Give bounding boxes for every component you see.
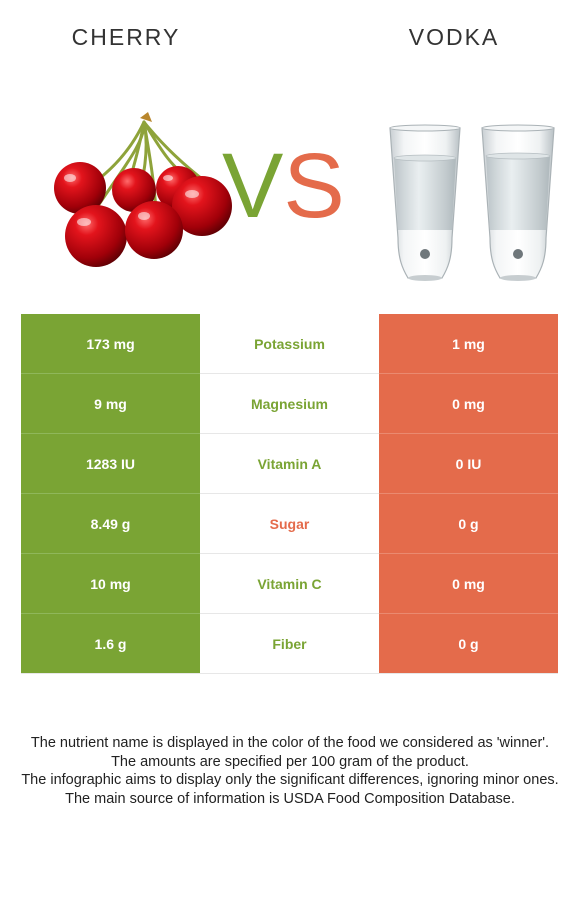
comparison-table: 173 mg Potassium 1 mg 9 mg Magnesium 0 m…: [21, 314, 558, 674]
nutrient-name: Vitamin A: [200, 434, 379, 494]
row-magnesium: 9 mg Magnesium 0 mg: [21, 374, 558, 434]
shot-glass-left: [389, 124, 461, 281]
left-value: 1283 IU: [21, 434, 200, 494]
row-potassium: 173 mg Potassium 1 mg: [21, 314, 558, 374]
right-value: 1 mg: [379, 314, 558, 374]
vs-letter-v: V: [222, 135, 284, 237]
nutrient-name: Sugar: [200, 494, 379, 554]
row-vitamin-a: 1283 IU Vitamin A 0 IU: [21, 434, 558, 494]
vodka-shot-glasses-image: [389, 124, 555, 281]
left-value: 10 mg: [21, 554, 200, 614]
right-value: 0 mg: [379, 554, 558, 614]
row-sugar: 8.49 g Sugar 0 g: [21, 494, 558, 554]
nutrient-name: Potassium: [200, 314, 379, 374]
row-vitamin-c: 10 mg Vitamin C 0 mg: [21, 554, 558, 614]
vs-mark: VS: [222, 140, 345, 232]
footnote-winner-color: The nutrient name is displayed in the co…: [30, 735, 550, 751]
left-value: 173 mg: [21, 314, 200, 374]
right-value: 0 IU: [379, 434, 558, 494]
nutrient-name: Vitamin C: [200, 554, 379, 614]
footnotes: The nutrient name is displayed in the co…: [18, 734, 562, 808]
right-food-title: VODKA: [408, 24, 500, 50]
shot-glass-right: [481, 124, 555, 281]
right-value: 0 g: [379, 494, 558, 554]
right-value: 0 g: [379, 614, 558, 674]
left-value: 8.49 g: [21, 494, 200, 554]
right-value: 0 mg: [379, 374, 558, 434]
row-fiber: 1.6 g Fiber 0 g: [21, 614, 558, 674]
footnote-significant-differences: The infographic aims to display only the…: [21, 772, 559, 788]
cherries-image: [54, 112, 232, 267]
table-divider: [21, 673, 558, 674]
left-value: 1.6 g: [21, 614, 200, 674]
nutrient-name: Fiber: [200, 614, 379, 674]
vs-letter-s: S: [283, 135, 345, 237]
left-food-title: CHERRY: [71, 24, 181, 50]
left-value: 9 mg: [21, 374, 200, 434]
footnote-data-source: The main source of information is USDA F…: [65, 790, 515, 807]
nutrient-name: Magnesium: [200, 374, 379, 434]
footnote-per-100g: The amounts are specified per 100 gram o…: [111, 753, 469, 770]
